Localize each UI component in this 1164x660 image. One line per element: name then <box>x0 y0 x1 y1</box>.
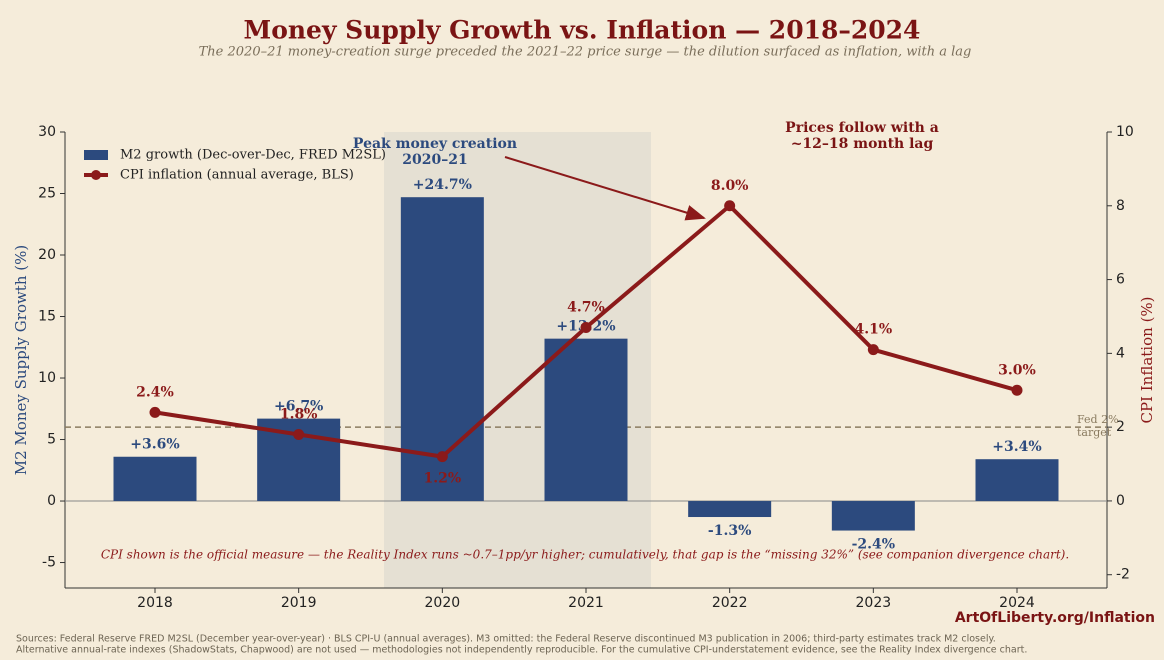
x-tick-label: 2021 <box>568 595 604 611</box>
y2-tick-label: 8 <box>1116 198 1125 214</box>
x-tick-label: 2024 <box>999 595 1035 611</box>
x-tick-label: 2018 <box>137 595 173 611</box>
cpi-point <box>436 451 448 463</box>
y-tick-label: 30 <box>38 124 56 140</box>
bar <box>544 338 628 502</box>
bar <box>688 501 772 518</box>
line-value-label: 4.7% <box>567 300 605 316</box>
bar-value-label: +6.7% <box>274 399 323 415</box>
annotation: Prices follow with a <box>785 120 939 136</box>
bar-value-label: -2.4% <box>852 537 895 553</box>
y-tick-label: 0 <box>47 493 56 509</box>
x-tick-label: 2022 <box>712 595 748 611</box>
x-tick-label: 2019 <box>281 595 317 611</box>
annotation: ~12–18 month lag <box>791 136 934 152</box>
legend-label: CPI inflation (annual average, BLS) <box>120 168 354 183</box>
bar-value-label: -1.3% <box>708 523 751 539</box>
sources: Sources: Federal Reserve FRED M2SL (Dece… <box>16 634 996 645</box>
legend-label: M2 growth (Dec-over-Dec, FRED M2SL) <box>120 148 386 163</box>
y2-tick-label: 0 <box>1116 493 1125 509</box>
sources: Alternative annual-rate indexes (ShadowS… <box>16 645 1027 656</box>
legend-swatch <box>84 150 108 160</box>
line-value-label: 2.4% <box>136 384 174 400</box>
cpi-point <box>149 406 161 418</box>
bar <box>113 456 197 502</box>
annotation: Peak money creation <box>353 136 517 152</box>
y2-tick-label: 4 <box>1116 345 1125 361</box>
line-value-label: 8.0% <box>711 178 749 194</box>
line-value-label: 4.1% <box>854 322 892 338</box>
legend-swatch <box>91 170 101 180</box>
bar <box>975 459 1059 502</box>
note: CPI shown is the official measure — the … <box>101 548 1069 562</box>
chart-subtitle: The 2020–21 money-creation surge precede… <box>199 45 972 60</box>
bar-value-label: +3.4% <box>992 439 1041 455</box>
y-tick-label: 20 <box>38 247 56 263</box>
line-value-label: 1.2% <box>423 471 461 487</box>
x-tick-label: 2023 <box>856 595 892 611</box>
target-label: target <box>1077 426 1112 439</box>
y-tick-label: 5 <box>47 432 56 448</box>
line-value-label: 3.0% <box>998 362 1036 378</box>
cpi-point <box>580 322 592 334</box>
bar-value-label: +3.6% <box>130 437 179 453</box>
chart-title: Money Supply Growth vs. Inflation — 2018… <box>244 16 921 45</box>
y-axis-label: M2 Money Supply Growth (%) <box>12 245 30 475</box>
y2-tick-label: -2 <box>1116 567 1130 583</box>
y-tick-label: 25 <box>38 186 56 202</box>
y2-axis-label: CPI Inflation (%) <box>1138 296 1156 423</box>
bar-value-label: +24.7% <box>413 177 472 193</box>
annotation: 2020–21 <box>402 152 467 168</box>
brand: ArtOfLiberty.org/Inflation <box>955 610 1155 626</box>
cpi-point <box>867 344 879 356</box>
y2-tick-label: 10 <box>1116 124 1134 140</box>
cpi-point <box>724 200 736 212</box>
y-tick-label: 15 <box>38 309 56 325</box>
y2-tick-label: 6 <box>1116 272 1125 288</box>
line-value-label: 1.8% <box>280 407 318 423</box>
target-label: Fed 2% <box>1077 413 1119 426</box>
bar <box>831 501 915 531</box>
x-tick-label: 2020 <box>425 595 461 611</box>
annotation-arrow <box>504 156 706 221</box>
y-tick-label: -5 <box>42 555 56 571</box>
y2-tick-label: 2 <box>1116 419 1125 435</box>
y-tick-label: 10 <box>38 370 56 386</box>
cpi-point <box>293 429 305 441</box>
cpi-point <box>1011 384 1023 396</box>
